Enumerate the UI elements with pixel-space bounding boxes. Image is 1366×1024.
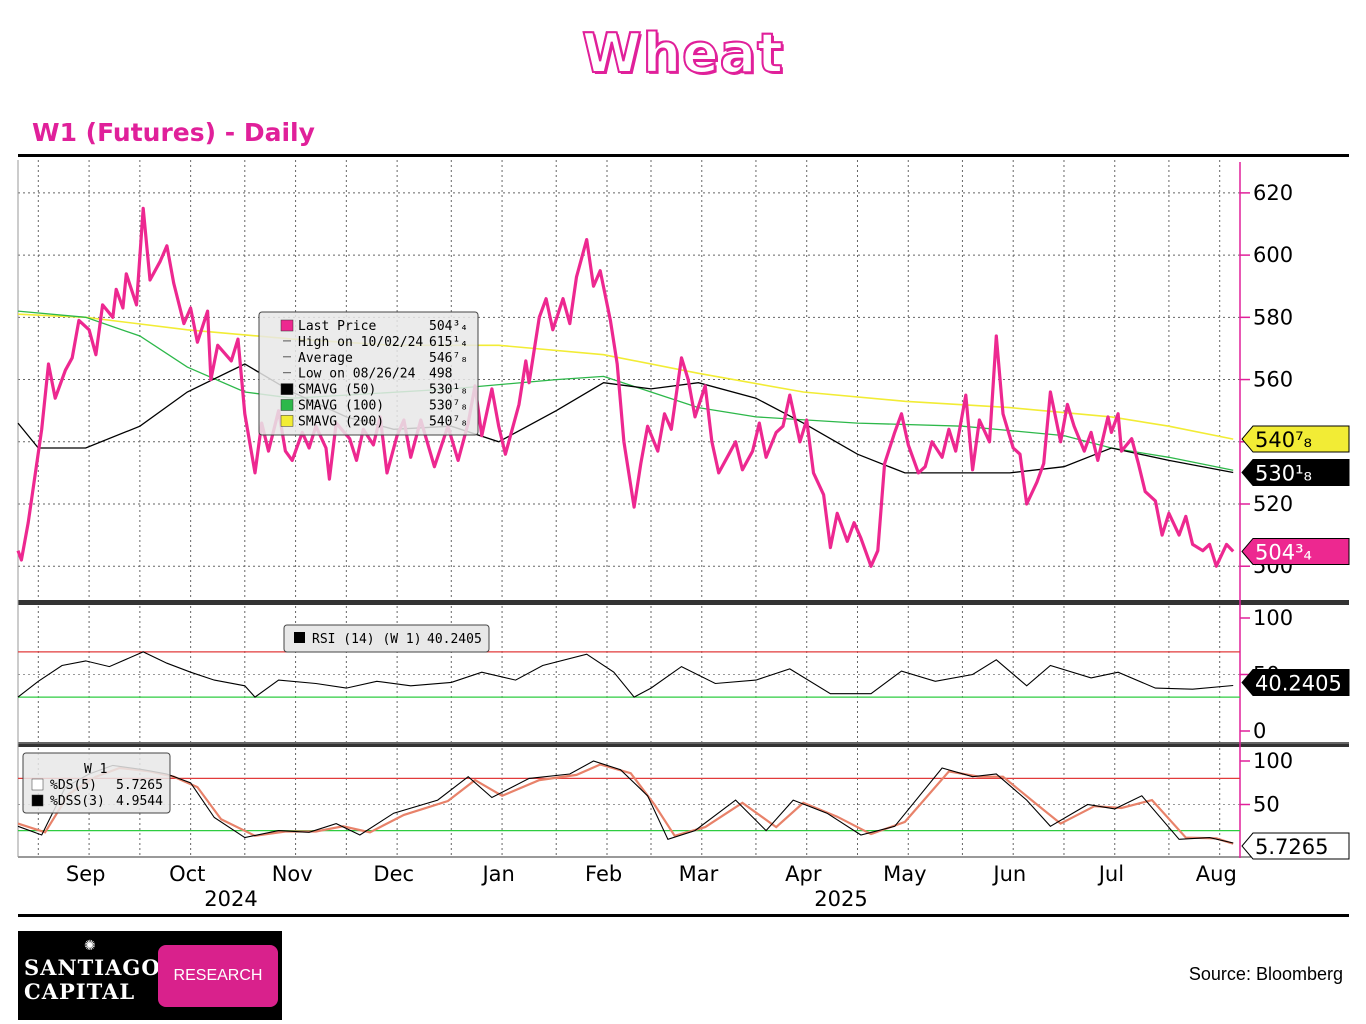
legend-value: 615¹₄ (429, 335, 468, 350)
legend-label: SMAVG (100) (298, 399, 384, 414)
dss-line (17, 763, 1234, 845)
legend-swatch (280, 399, 294, 411)
stoch-legend-label: %DS(5) (50, 778, 97, 793)
rsi-line (17, 651, 1234, 698)
logo-badge: RESEARCH (158, 945, 278, 1007)
legend-swatch (280, 415, 294, 427)
x-tick-label: Jul (1097, 862, 1124, 886)
x-tick-label: Jun (991, 862, 1026, 886)
panel-separator (18, 600, 1349, 605)
x-tick-label: May (883, 862, 926, 886)
y-tick-label: 600 (1253, 243, 1293, 267)
x-tick-label: Dec (373, 862, 414, 886)
chart-subtitle: W1 (Futures) - Daily (32, 118, 315, 147)
chart-area: 50052054056058060062005010050100540⁷₈530… (16, 160, 1350, 911)
ds-line (17, 760, 1234, 844)
legend-label: Last Price (298, 319, 376, 334)
x-tick-label: Feb (585, 862, 622, 886)
y-tick-label: 620 (1253, 181, 1293, 205)
rsi-legend-label: RSI (14) (W 1) (312, 632, 422, 647)
legend-label: Low on 08/26/24 (298, 367, 416, 382)
x-tick-label: Mar (679, 862, 719, 886)
axis-value-tag-label: 530¹₈ (1255, 462, 1312, 486)
x-tick-label: Sep (66, 862, 106, 886)
y-tick-label: 580 (1253, 305, 1293, 329)
axis-value-tag-label: 504³₄ (1255, 540, 1312, 564)
legend-swatch (294, 632, 305, 643)
source-note: Source: Bloomberg (1188, 964, 1343, 984)
legend-value: 498 (429, 367, 452, 382)
legend-swatch (280, 319, 294, 332)
legend-swatch (31, 794, 44, 807)
axis-value-tag (1241, 537, 1350, 565)
rsi-legend-value: 40.2405 (427, 632, 482, 647)
axis-value-tag-label: 40.2405 (1255, 672, 1342, 696)
sma100-line (17, 310, 1234, 471)
legend-value: 540⁷₈ (429, 414, 468, 429)
y-tick-label: 0 (1253, 719, 1266, 743)
legend-value: 530⁷₈ (429, 399, 468, 414)
legend-label: Average (298, 351, 353, 366)
legend-label: SMAVG (50) (298, 383, 376, 398)
logo-line-2: CAPITAL (24, 979, 136, 1004)
x-tick-label: Aug (1196, 862, 1237, 886)
legend-label: High on 10/02/24 (298, 335, 423, 350)
x-tick-label: Oct (169, 862, 205, 886)
x-tick-label: Nov (272, 862, 313, 886)
x-year-label: 2024 (204, 887, 257, 911)
axis-value-tag-label: 5.7265 (1255, 835, 1328, 859)
logo: ✺ SANTIAGO CAPITAL RESEARCH (18, 931, 282, 1020)
legend-swatch (280, 383, 294, 395)
legend-value: 546⁷₈ (429, 351, 468, 366)
sma200-line (17, 313, 1234, 440)
stoch-legend-title: W 1 (84, 762, 107, 777)
x-year-label: 2025 (814, 887, 867, 911)
page-title: Wheat (581, 21, 784, 86)
x-tick-label: Apr (785, 862, 822, 886)
y-tick-label: 100 (1253, 606, 1293, 630)
legend-swatch (31, 778, 44, 791)
last-price-line (16, 206, 1235, 568)
panel-separator (18, 742, 1349, 747)
sma50-line (17, 363, 1234, 474)
legend-value: 530¹₈ (429, 383, 468, 398)
stoch-legend-label: %DSS(3) (50, 794, 105, 809)
legend-box (258, 311, 479, 436)
x-tick-label: Jan (480, 862, 514, 886)
y-tick-label: 560 (1253, 368, 1293, 392)
y-tick-label: 100 (1253, 749, 1293, 773)
stoch-legend-box (22, 752, 171, 814)
shell-icon: ✺ (84, 938, 96, 954)
axis-value-tag (1241, 669, 1350, 697)
bottom-rule (18, 914, 1349, 917)
stoch-legend-value: 4.9544 (116, 794, 163, 809)
y-tick-label: 520 (1253, 492, 1293, 516)
axis-value-tag (1241, 425, 1350, 453)
legend-value: 504³₄ (429, 319, 468, 334)
axis-value-tag (1241, 459, 1350, 486)
axis-value-tag (1241, 832, 1350, 860)
logo-line-1: SANTIAGO (24, 955, 161, 980)
axis-value-tag-label: 540⁷₈ (1255, 428, 1312, 452)
top-rule (18, 154, 1349, 157)
y-tick-label: 50 (1253, 793, 1280, 817)
rsi-legend-box (283, 624, 490, 653)
legend-label: SMAVG (200) (298, 414, 384, 429)
stoch-legend-value: 5.7265 (116, 778, 163, 793)
